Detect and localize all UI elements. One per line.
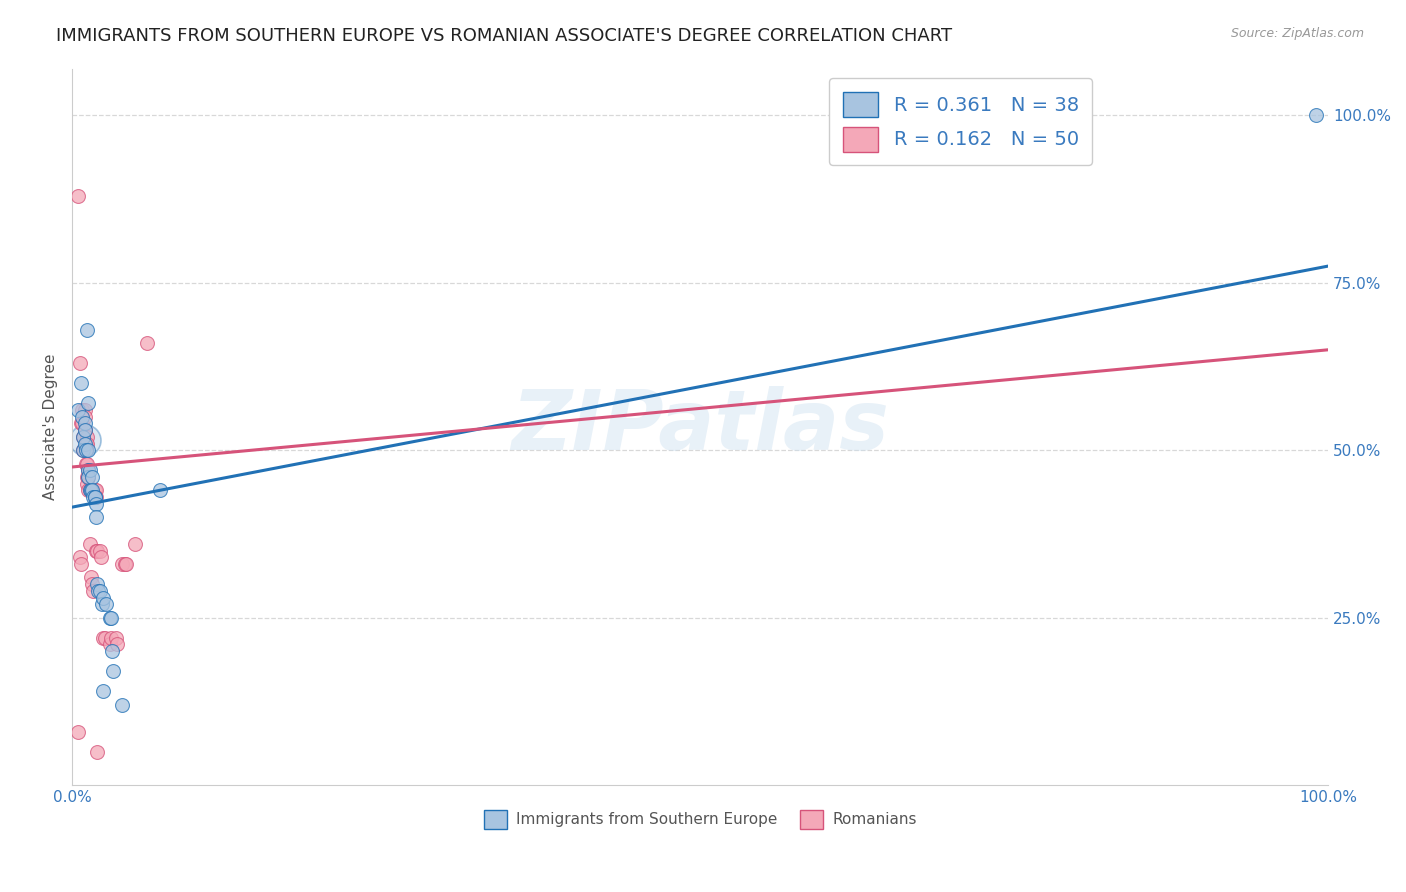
Point	[79, 463, 101, 477]
Point	[73, 403, 96, 417]
Point	[69, 557, 91, 571]
Point	[98, 637, 121, 651]
Point	[76, 476, 98, 491]
Point	[67, 724, 90, 739]
Point	[86, 543, 108, 558]
Point	[80, 483, 103, 498]
Y-axis label: Associate's Degree: Associate's Degree	[44, 353, 58, 500]
Point	[77, 470, 100, 484]
Point	[86, 577, 108, 591]
Point	[136, 336, 159, 351]
Point	[124, 537, 146, 551]
Point	[70, 403, 93, 417]
Point	[86, 745, 108, 759]
Point	[73, 433, 96, 447]
Point	[77, 483, 100, 498]
Point	[101, 644, 124, 658]
Text: IMMIGRANTS FROM SOUTHERN EUROPE VS ROMANIAN ASSOCIATE'S DEGREE CORRELATION CHART: IMMIGRANTS FROM SOUTHERN EUROPE VS ROMAN…	[56, 27, 952, 45]
Point	[77, 463, 100, 477]
Point	[76, 430, 98, 444]
Point	[100, 610, 122, 624]
Point	[75, 443, 97, 458]
Point	[149, 483, 172, 498]
Point	[82, 483, 104, 498]
Text: ZIPatlas: ZIPatlas	[512, 386, 889, 467]
Point	[73, 409, 96, 424]
Point	[115, 557, 138, 571]
Point	[94, 597, 117, 611]
Point	[83, 490, 105, 504]
Point	[79, 537, 101, 551]
Point	[73, 436, 96, 450]
Point	[83, 483, 105, 498]
Point	[82, 577, 104, 591]
Point	[70, 409, 93, 424]
Point	[76, 323, 98, 337]
Point	[77, 470, 100, 484]
Point	[67, 403, 90, 417]
Legend: Immigrants from Southern Europe, Romanians: Immigrants from Southern Europe, Romania…	[478, 804, 922, 835]
Point	[82, 483, 104, 498]
Point	[76, 457, 98, 471]
Point	[100, 631, 122, 645]
Point	[93, 631, 115, 645]
Point	[111, 698, 134, 712]
Point	[80, 570, 103, 584]
Point	[82, 583, 104, 598]
Point	[77, 443, 100, 458]
Point	[72, 430, 94, 444]
Point	[76, 436, 98, 450]
Point	[72, 443, 94, 458]
Point	[89, 583, 111, 598]
Point	[73, 423, 96, 437]
Point	[70, 417, 93, 431]
Point	[104, 631, 127, 645]
Point	[76, 470, 98, 484]
Point	[79, 483, 101, 498]
Point	[73, 417, 96, 431]
Point	[82, 470, 104, 484]
Point	[84, 543, 107, 558]
Point	[87, 583, 110, 598]
Point	[84, 510, 107, 524]
Point	[67, 188, 90, 202]
Text: Source: ZipAtlas.com: Source: ZipAtlas.com	[1230, 27, 1364, 40]
Point	[72, 430, 94, 444]
Point	[114, 557, 136, 571]
Point	[77, 396, 100, 410]
Point	[69, 417, 91, 431]
Point	[84, 497, 107, 511]
Point	[98, 610, 121, 624]
Point	[89, 543, 111, 558]
Point	[75, 443, 97, 458]
Point	[73, 423, 96, 437]
Point	[82, 490, 104, 504]
Point	[69, 550, 91, 565]
Point	[77, 463, 100, 477]
Point	[93, 684, 115, 698]
Point	[75, 436, 97, 450]
Point	[91, 597, 114, 611]
Point	[84, 483, 107, 498]
Point	[90, 550, 112, 565]
Point	[75, 457, 97, 471]
Point	[103, 665, 125, 679]
Point	[84, 490, 107, 504]
Point	[105, 637, 128, 651]
Point	[83, 490, 105, 504]
Point	[72, 443, 94, 458]
Point	[69, 376, 91, 391]
Point	[93, 631, 115, 645]
Point	[1305, 108, 1327, 122]
Point	[93, 591, 115, 605]
Point	[80, 483, 103, 498]
Point	[79, 483, 101, 498]
Point	[111, 557, 134, 571]
Point	[69, 356, 91, 370]
